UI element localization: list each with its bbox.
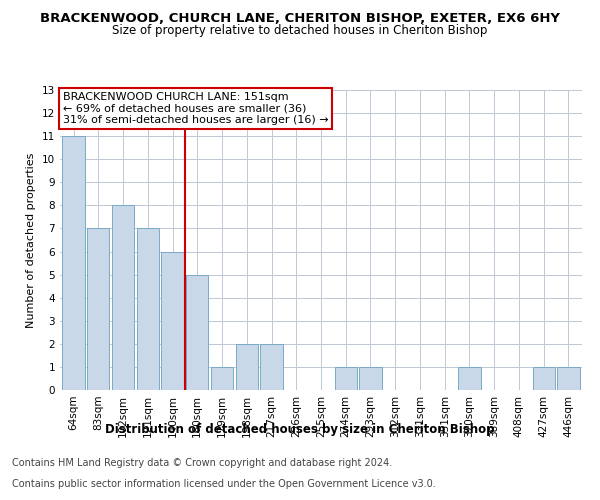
Bar (557, 367, 580, 390)
Y-axis label: Number of detached properties: Number of detached properties (26, 152, 37, 328)
Bar (359, 367, 382, 390)
Bar (137, 228, 159, 390)
Bar (458, 367, 481, 390)
Text: Size of property relative to detached houses in Cheriton Bishop: Size of property relative to detached ho… (112, 24, 488, 37)
Bar (112, 206, 134, 390)
Bar (62, 136, 85, 390)
Text: Distribution of detached houses by size in Cheriton Bishop: Distribution of detached houses by size … (105, 422, 495, 436)
Bar (211, 367, 233, 390)
Bar (260, 344, 283, 390)
Bar (335, 367, 357, 390)
Text: BRACKENWOOD, CHURCH LANE, CHERITON BISHOP, EXETER, EX6 6HY: BRACKENWOOD, CHURCH LANE, CHERITON BISHO… (40, 12, 560, 26)
Bar (186, 274, 208, 390)
Text: Contains HM Land Registry data © Crown copyright and database right 2024.: Contains HM Land Registry data © Crown c… (12, 458, 392, 468)
Bar (161, 252, 184, 390)
Bar (533, 367, 555, 390)
Bar (87, 228, 109, 390)
Text: Contains public sector information licensed under the Open Government Licence v3: Contains public sector information licen… (12, 479, 436, 489)
Text: BRACKENWOOD CHURCH LANE: 151sqm
← 69% of detached houses are smaller (36)
31% of: BRACKENWOOD CHURCH LANE: 151sqm ← 69% of… (62, 92, 328, 124)
Bar (236, 344, 258, 390)
